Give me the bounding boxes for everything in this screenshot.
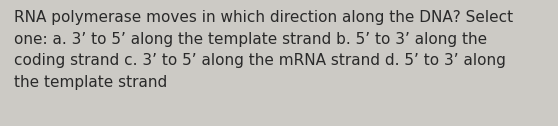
- Text: RNA polymerase moves in which direction along the DNA? Select
one: a. 3’ to 5’ a: RNA polymerase moves in which direction …: [14, 10, 513, 90]
